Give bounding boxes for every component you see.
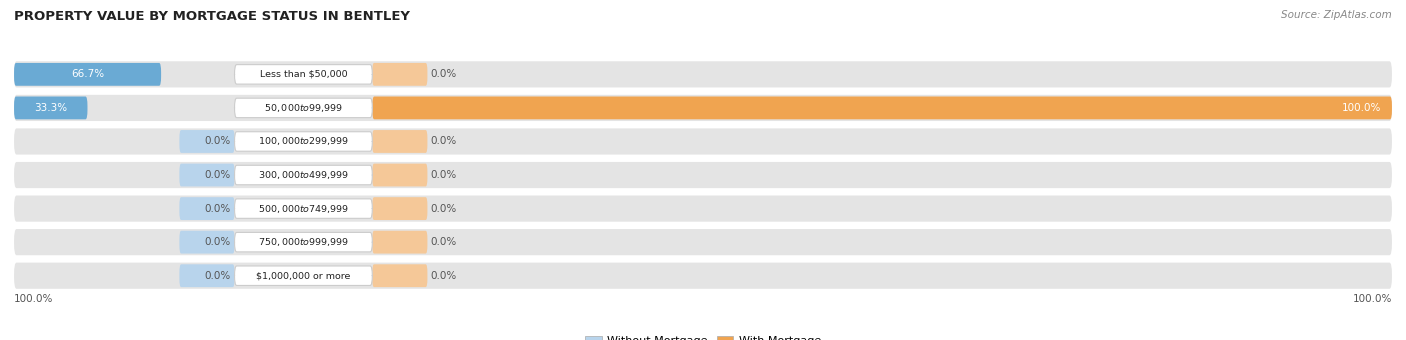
FancyBboxPatch shape bbox=[14, 162, 1392, 188]
FancyBboxPatch shape bbox=[180, 130, 235, 153]
Text: 0.0%: 0.0% bbox=[430, 237, 457, 247]
FancyBboxPatch shape bbox=[235, 98, 373, 118]
FancyBboxPatch shape bbox=[180, 164, 235, 186]
FancyBboxPatch shape bbox=[14, 262, 1392, 289]
FancyBboxPatch shape bbox=[180, 231, 235, 254]
Text: Source: ZipAtlas.com: Source: ZipAtlas.com bbox=[1281, 10, 1392, 20]
FancyBboxPatch shape bbox=[235, 266, 373, 286]
Text: $50,000 to $99,999: $50,000 to $99,999 bbox=[264, 102, 343, 114]
Text: 0.0%: 0.0% bbox=[430, 271, 457, 281]
Text: 0.0%: 0.0% bbox=[205, 136, 231, 147]
Text: PROPERTY VALUE BY MORTGAGE STATUS IN BENTLEY: PROPERTY VALUE BY MORTGAGE STATUS IN BEN… bbox=[14, 10, 411, 23]
FancyBboxPatch shape bbox=[235, 233, 373, 252]
FancyBboxPatch shape bbox=[180, 264, 235, 287]
Text: 0.0%: 0.0% bbox=[430, 69, 457, 79]
FancyBboxPatch shape bbox=[373, 231, 427, 254]
Text: 100.0%: 100.0% bbox=[14, 294, 53, 304]
FancyBboxPatch shape bbox=[14, 195, 1392, 222]
FancyBboxPatch shape bbox=[373, 197, 427, 220]
FancyBboxPatch shape bbox=[373, 164, 427, 186]
FancyBboxPatch shape bbox=[14, 229, 1392, 255]
Legend: Without Mortgage, With Mortgage: Without Mortgage, With Mortgage bbox=[581, 331, 825, 340]
FancyBboxPatch shape bbox=[14, 63, 162, 86]
Text: 100.0%: 100.0% bbox=[1353, 294, 1392, 304]
Text: 0.0%: 0.0% bbox=[205, 271, 231, 281]
Text: $500,000 to $749,999: $500,000 to $749,999 bbox=[257, 203, 349, 215]
FancyBboxPatch shape bbox=[180, 197, 235, 220]
Text: $750,000 to $999,999: $750,000 to $999,999 bbox=[257, 236, 349, 248]
FancyBboxPatch shape bbox=[373, 63, 427, 86]
Text: 0.0%: 0.0% bbox=[205, 204, 231, 214]
FancyBboxPatch shape bbox=[14, 97, 87, 119]
FancyBboxPatch shape bbox=[14, 129, 1392, 155]
Text: $300,000 to $499,999: $300,000 to $499,999 bbox=[257, 169, 349, 181]
Text: 0.0%: 0.0% bbox=[430, 170, 457, 180]
FancyBboxPatch shape bbox=[235, 65, 373, 84]
FancyBboxPatch shape bbox=[235, 132, 373, 151]
Text: 66.7%: 66.7% bbox=[72, 69, 104, 79]
Text: 0.0%: 0.0% bbox=[205, 170, 231, 180]
Text: $100,000 to $299,999: $100,000 to $299,999 bbox=[257, 135, 349, 148]
Text: 100.0%: 100.0% bbox=[1343, 103, 1382, 113]
Text: 0.0%: 0.0% bbox=[205, 237, 231, 247]
Text: 0.0%: 0.0% bbox=[430, 136, 457, 147]
Text: 33.3%: 33.3% bbox=[34, 103, 67, 113]
FancyBboxPatch shape bbox=[373, 97, 1392, 119]
FancyBboxPatch shape bbox=[14, 95, 1392, 121]
FancyBboxPatch shape bbox=[373, 130, 427, 153]
FancyBboxPatch shape bbox=[235, 199, 373, 218]
FancyBboxPatch shape bbox=[14, 61, 1392, 87]
FancyBboxPatch shape bbox=[373, 264, 427, 287]
Text: $1,000,000 or more: $1,000,000 or more bbox=[256, 271, 350, 280]
Text: Less than $50,000: Less than $50,000 bbox=[260, 70, 347, 79]
Text: 0.0%: 0.0% bbox=[430, 204, 457, 214]
FancyBboxPatch shape bbox=[235, 165, 373, 185]
